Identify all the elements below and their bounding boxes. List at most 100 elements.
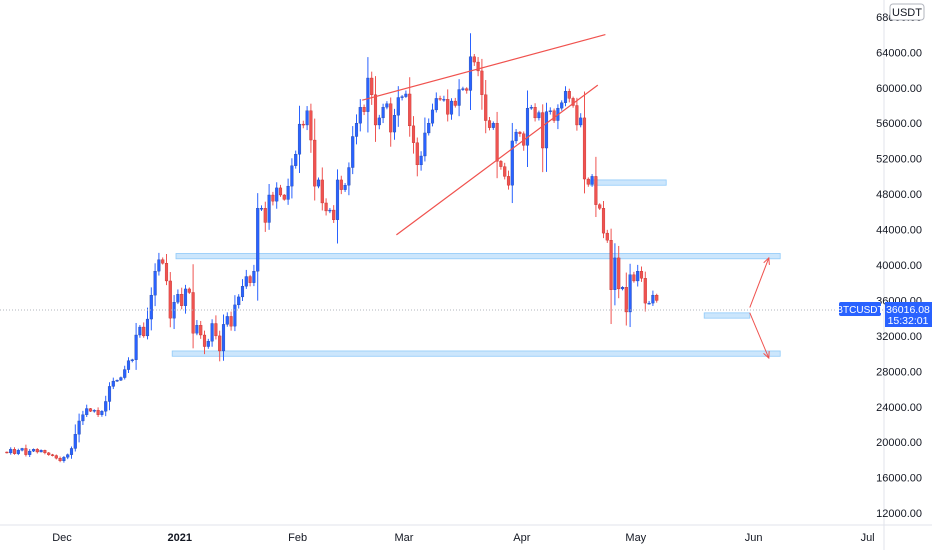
candle-up bbox=[138, 326, 142, 336]
candle-up bbox=[233, 304, 237, 327]
candle-up bbox=[31, 449, 36, 452]
projection-arrow bbox=[749, 312, 770, 359]
candle-down bbox=[655, 294, 659, 301]
candle-down bbox=[12, 449, 17, 454]
candle-up bbox=[153, 271, 157, 296]
projection-arrow-head bbox=[763, 256, 770, 265]
candle-down bbox=[263, 208, 267, 223]
candle-down bbox=[575, 105, 579, 126]
candle-down bbox=[582, 117, 587, 180]
currency-label-box: USDT bbox=[889, 3, 925, 21]
candle-down bbox=[199, 325, 203, 336]
price-zone bbox=[589, 179, 667, 186]
candle-up bbox=[115, 380, 119, 382]
candle-down bbox=[362, 107, 366, 112]
candle-down bbox=[248, 276, 252, 283]
candle-down bbox=[47, 452, 51, 455]
candle-down bbox=[187, 288, 191, 293]
candle-down bbox=[624, 287, 628, 313]
candle-down bbox=[96, 410, 100, 415]
candle-up bbox=[358, 107, 362, 124]
candle-down bbox=[35, 449, 39, 453]
candle-up bbox=[73, 434, 77, 449]
candle-up bbox=[134, 334, 138, 360]
candle-down bbox=[370, 77, 374, 95]
candle-up bbox=[305, 110, 309, 126]
candle-down bbox=[202, 334, 207, 347]
candle-down bbox=[180, 294, 184, 306]
candle-up bbox=[297, 123, 302, 155]
candle-up bbox=[514, 131, 518, 142]
time-tick-label: Jul bbox=[861, 532, 875, 544]
symbol-badge: BTCUSDT bbox=[836, 305, 883, 316]
candle-down bbox=[164, 263, 169, 282]
candle-up bbox=[252, 271, 256, 283]
candle-down bbox=[168, 280, 172, 319]
candle-up bbox=[525, 107, 530, 146]
candle-down bbox=[309, 110, 313, 141]
candle-down bbox=[506, 176, 511, 186]
candle-up bbox=[294, 154, 298, 166]
price-zone bbox=[703, 312, 751, 319]
candle-down bbox=[533, 107, 537, 119]
candle-up bbox=[419, 155, 423, 166]
candle-up bbox=[544, 111, 549, 149]
candle-down bbox=[503, 166, 507, 177]
candle-up bbox=[69, 448, 74, 455]
candle-up bbox=[123, 369, 127, 378]
candle-up bbox=[149, 294, 153, 320]
candle-up bbox=[240, 286, 245, 298]
candle-up bbox=[130, 359, 134, 361]
candle-down bbox=[58, 458, 62, 462]
candle-down bbox=[142, 326, 146, 337]
price-tick-label: 20000.00 bbox=[876, 437, 922, 449]
candle-down bbox=[495, 123, 499, 162]
candle-down bbox=[88, 408, 93, 412]
candle-down bbox=[301, 123, 305, 126]
price-tick-label: 52000.00 bbox=[876, 154, 922, 166]
price-tick-label: 56000.00 bbox=[876, 118, 922, 130]
candle-up bbox=[81, 414, 85, 422]
price-tick-label: 16000.00 bbox=[876, 473, 922, 485]
candle-down bbox=[484, 94, 488, 121]
candle-up bbox=[347, 167, 351, 186]
projection-arrow-head bbox=[763, 351, 770, 360]
candle-up bbox=[351, 136, 355, 168]
candle-up bbox=[392, 115, 397, 133]
candle-up bbox=[404, 93, 408, 97]
candle-down bbox=[54, 455, 58, 459]
candle-up bbox=[328, 209, 332, 212]
candle-up bbox=[259, 208, 264, 210]
candle-up bbox=[529, 107, 533, 109]
candle-up bbox=[366, 77, 370, 112]
time-tick-label: Dec bbox=[52, 532, 72, 544]
candle-up bbox=[396, 97, 400, 116]
candle-up bbox=[237, 296, 241, 306]
candle-down bbox=[605, 232, 609, 241]
candle-down bbox=[373, 94, 378, 126]
candle-down bbox=[389, 103, 393, 133]
candle-up bbox=[647, 302, 651, 305]
candle-down bbox=[415, 142, 419, 166]
candle-down bbox=[632, 274, 636, 282]
candle-up bbox=[316, 179, 321, 187]
time-axis-ticks: Dec 2021 Feb Mar Apr May Jun Jul bbox=[52, 532, 874, 544]
candle-up bbox=[62, 457, 66, 462]
candle-down bbox=[601, 208, 606, 234]
candle-up bbox=[85, 408, 89, 415]
candle-up bbox=[206, 341, 210, 347]
candle-down bbox=[218, 335, 222, 352]
candle-down bbox=[43, 450, 47, 454]
candle-up bbox=[290, 165, 294, 187]
candle-up bbox=[628, 274, 632, 313]
candle-down bbox=[465, 88, 469, 91]
candle-up bbox=[377, 117, 381, 126]
candle-down bbox=[541, 112, 545, 149]
price-tick-label: 60000.00 bbox=[876, 83, 922, 95]
candle-up bbox=[256, 208, 260, 272]
candle-up bbox=[286, 185, 290, 200]
candle-down bbox=[617, 257, 621, 290]
candle-down bbox=[643, 278, 647, 304]
